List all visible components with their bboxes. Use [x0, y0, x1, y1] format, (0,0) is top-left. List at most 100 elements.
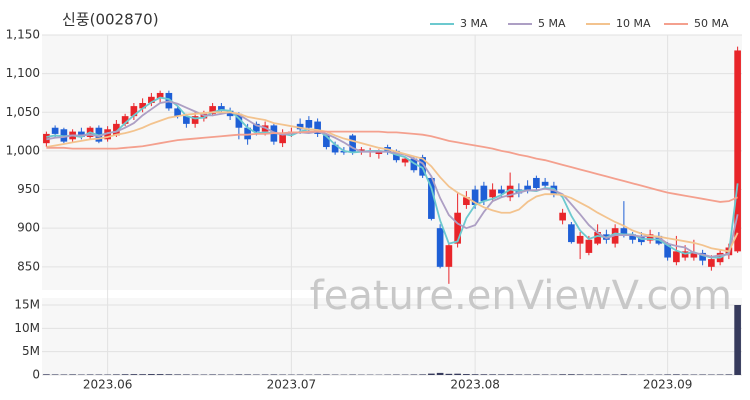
candle-body: [471, 189, 479, 205]
candle-body: [349, 135, 356, 153]
x-tick-label: 2023.06: [83, 378, 133, 392]
candle-body: [673, 251, 680, 263]
candle-body: [375, 152, 383, 154]
volume-bar: [515, 374, 523, 375]
volume-bar: [174, 374, 181, 375]
volume-bar: [95, 374, 103, 375]
candle-body: [113, 123, 120, 136]
volume-bar: [463, 374, 470, 375]
candle-body: [734, 50, 741, 252]
candle-body: [524, 185, 531, 192]
candle-body: [708, 259, 715, 267]
candle-body: [104, 129, 111, 140]
volume-bar: [130, 374, 138, 375]
ma-line: [46, 130, 738, 203]
candle-body: [51, 127, 59, 134]
candle-body: [629, 234, 636, 240]
y-tick-label: 0: [32, 368, 40, 382]
volume-bar: [43, 374, 50, 375]
candle-body: [218, 106, 225, 111]
volume-bar: [51, 374, 59, 375]
ma-line: [46, 111, 739, 253]
volume-bar: [191, 374, 199, 375]
candle-body: [209, 106, 216, 114]
candle-body: [174, 108, 181, 117]
candle-body: [646, 234, 654, 241]
volume-bar: [489, 374, 496, 375]
volume-bar: [594, 374, 601, 375]
volume-bar: [454, 373, 461, 375]
price-panel: [42, 35, 742, 290]
candle-body: [480, 185, 488, 202]
volume-bar: [664, 374, 671, 375]
candle-body: [279, 133, 286, 144]
candle-body: [699, 252, 706, 261]
candle-body: [445, 245, 453, 267]
candle-body: [296, 123, 304, 130]
volume-bar: [620, 374, 628, 375]
y-tick-label: 1,000: [6, 143, 40, 157]
volume-bar: [261, 374, 269, 375]
candle-body: [454, 212, 461, 244]
x-tick-label: 2023.09: [643, 378, 693, 392]
candle-body: [401, 158, 409, 163]
candle-body: [620, 228, 628, 235]
chart-title: 신풍(002870): [62, 11, 159, 29]
volume-bar: [121, 374, 129, 375]
volume-bar: [716, 374, 724, 375]
volume-bar: [209, 374, 216, 375]
volume-bar: [471, 374, 479, 375]
candle-body: [148, 96, 155, 103]
y-tick-label: 1,150: [6, 28, 40, 42]
legend-label: 10 MA: [616, 17, 651, 30]
volume-bar: [524, 374, 531, 375]
legend-label: 3 MA: [460, 17, 488, 30]
candle-body: [305, 120, 313, 128]
volume-bar: [681, 374, 689, 375]
volume-bar: [725, 374, 733, 375]
candle-body: [183, 116, 190, 124]
candle-body: [156, 92, 164, 99]
candle-body: [235, 113, 243, 128]
x-tick-label: 2023.08: [450, 378, 500, 392]
volume-bar: [139, 374, 146, 375]
volume-bar: [69, 374, 76, 375]
candle-body: [436, 228, 444, 267]
candle-body: [594, 232, 601, 244]
volume-bar: [148, 374, 155, 375]
y-tick-label: 1,100: [6, 66, 40, 80]
y-tick-label: 900: [17, 221, 40, 235]
volume-bar: [576, 374, 584, 375]
candle-body: [226, 110, 234, 117]
legend-label: 5 MA: [538, 17, 566, 30]
candle-body: [410, 158, 418, 171]
volume-bar: [218, 374, 225, 375]
y-tick-label: 10M: [14, 321, 40, 335]
volume-bar: [244, 374, 251, 375]
candle-body: [139, 103, 146, 109]
legend-label: 50 MA: [694, 17, 729, 30]
volume-bar: [270, 374, 278, 375]
volume-bar: [585, 374, 593, 375]
volume-bar: [559, 374, 566, 375]
candle-body: [331, 144, 339, 153]
volume-bar: [235, 374, 243, 375]
candle-body: [576, 235, 584, 244]
x-tick-label: 2023.07: [267, 378, 317, 392]
candle-body: [253, 123, 260, 132]
candle-body: [78, 131, 85, 137]
volume-bar: [86, 374, 94, 375]
volume-bar: [165, 374, 173, 375]
candle-body: [585, 239, 593, 253]
volume-bar: [541, 374, 549, 375]
candle-body: [533, 177, 540, 188]
candle-body: [690, 252, 698, 258]
volume-bar: [673, 374, 680, 375]
volume-bar: [428, 373, 435, 375]
candle-body: [314, 121, 321, 134]
candle-body: [568, 224, 575, 243]
y-tick-label: 5M: [22, 344, 40, 358]
candle-body: [323, 135, 330, 148]
volume-bar: [183, 374, 190, 375]
candle-body: [191, 116, 199, 124]
